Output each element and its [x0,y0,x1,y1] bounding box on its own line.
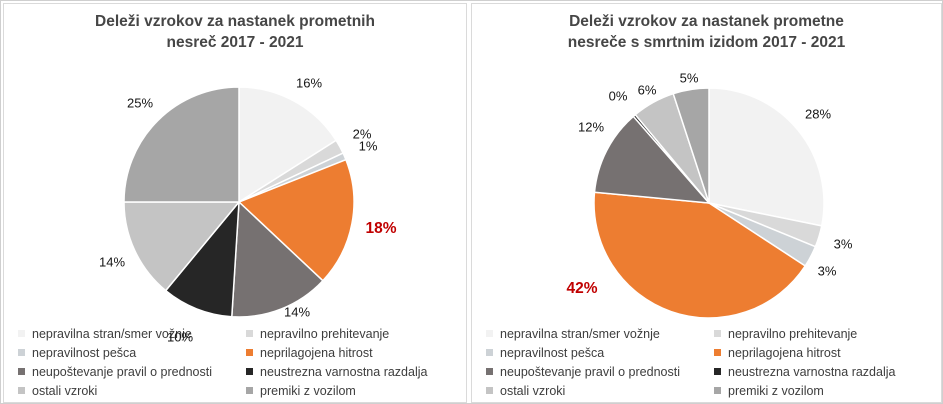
pie-chart-svg [593,87,825,319]
pie-data-label: 3% [817,263,837,279]
pie-data-label: 16% [295,75,323,91]
legend-item: nepravilnost pešca [486,343,714,362]
pie-slice [231,201,324,318]
chart-panel-fatal-accidents: Deleži vzrokov za nastanek prometne nesr… [471,3,942,403]
pie-data-label: 14% [283,304,311,320]
pie-slice [593,115,710,204]
pie-data-label: 6% [637,82,657,98]
legend-item: ostali vzroki [486,381,714,400]
pie-data-label: 12% [577,119,605,135]
legend-item: neustrezna varnostna razdalja [714,362,937,381]
legend-swatch-icon [18,330,25,337]
legend-item: nepravilna stran/smer vožnje [18,324,246,343]
legend-swatch-icon [714,330,721,337]
legend-swatch-icon [714,387,721,394]
chart-title-line1: Deleži vzrokov za nastanek prometnih [95,13,375,30]
pie-chart-svg [123,86,355,318]
legend-swatch-icon [246,387,253,394]
legend-item: premiki z vozilom [246,381,462,400]
legend-item: neupoštevanje pravil o prednosti [486,362,714,381]
pie-slice [123,201,240,292]
chart-panel-accidents: Deleži vzrokov za nastanek prometnih nes… [3,3,467,403]
legend-label: ostali vzroki [32,383,98,398]
legend-swatch-icon [18,387,25,394]
legend-label: nepravilno prehitevanje [728,326,858,341]
legend-swatch-icon [486,349,493,356]
pie-plot: 28% 3% 3% 42% 12% 0% 6% 5% [472,4,941,402]
legend-label: premiki z vozilom [260,383,356,398]
legend-item: ostali vzroki [18,381,246,400]
legend-swatch-icon [486,387,493,394]
legend-swatch-icon [246,330,253,337]
legend-item: neustrezna varnostna razdalja [246,362,462,381]
legend-item: nepravilna stran/smer vožnje [486,324,714,343]
legend-swatch-icon [714,368,721,375]
pie-slice [238,158,355,282]
pie-data-label: 3% [833,236,853,252]
legend-swatch-icon [246,349,253,356]
pie-data-label: 0% [608,88,628,104]
legend-label: neustrezna varnostna razdalja [728,364,896,379]
legend-item: neupoštevanje pravil o prednosti [18,362,246,381]
legend-label: ostali vzroki [500,383,566,398]
pie-slice [123,86,240,203]
legend-label: neupoštevanje pravil o prednosti [32,364,212,379]
chart-legend: nepravilna stran/smer vožnje nepravilno p… [486,324,937,400]
pie-slice [164,201,240,318]
pie-data-label: 18% [365,220,397,237]
pie-plot: 16% 2% 1% 18% 14% 10% 14% 25% [4,4,466,402]
legend-swatch-icon [486,368,493,375]
legend-label: premiki z vozilom [728,383,824,398]
legend-swatch-icon [18,349,25,356]
legend-item: nepravilno prehitevanje [246,324,462,343]
legend-swatch-icon [486,330,493,337]
pie-data-label: 25% [126,95,154,111]
pie-data-label: 14% [98,254,126,270]
pie-slice [593,191,806,319]
legend-label: nepravilna stran/smer vožnje [32,326,192,341]
legend-item: neprilagojena hitrost [714,343,937,362]
legend-swatch-icon [714,349,721,356]
pie-data-label: 10% [166,329,194,345]
legend-swatch-icon [18,368,25,375]
legend-label: nepravilnost pešca [500,345,605,360]
chart-title-line2: nesreč 2017 - 2021 [166,34,304,51]
legend-item: nepravilno prehitevanje [714,324,937,343]
chart-title: Deleži vzrokov za nastanek prometne nesr… [472,11,941,53]
pie-data-label: 5% [679,70,699,86]
chart-title-line2: nesreče s smrtnim izidom 2017 - 2021 [567,34,846,51]
pie-slice [672,87,710,204]
pie-slice [708,87,825,227]
chart-title: Deleži vzrokov za nastanek prometnih nes… [4,11,466,53]
chart-legend: nepravilna stran/smer vožnje nepravilno p… [18,324,462,400]
pie-data-label: 42% [566,280,598,297]
legend-item: premiki z vozilom [714,381,937,400]
legend-label: neupoštevanje pravil o prednosti [500,364,680,379]
chart-title-line1: Deleži vzrokov za nastanek prometne [569,13,844,30]
legend-label: neprilagojena hitrost [728,345,841,360]
legend-label: nepravilnost pešca [32,345,137,360]
legend-label: neprilagojena hitrost [260,345,373,360]
pie-data-label: 1% [358,138,378,154]
legend-item: nepravilnost pešca [18,343,246,362]
pie-slice [238,86,337,203]
legend-label: nepravilno prehitevanje [260,326,390,341]
pie-data-label: 2% [352,126,372,142]
legend-label: nepravilna stran/smer vožnje [500,326,660,341]
legend-swatch-icon [246,368,253,375]
legend-label: neustrezna varnostna razdalja [260,364,428,379]
pie-data-label: 28% [804,106,832,122]
legend-item: neprilagojena hitrost [246,343,462,362]
